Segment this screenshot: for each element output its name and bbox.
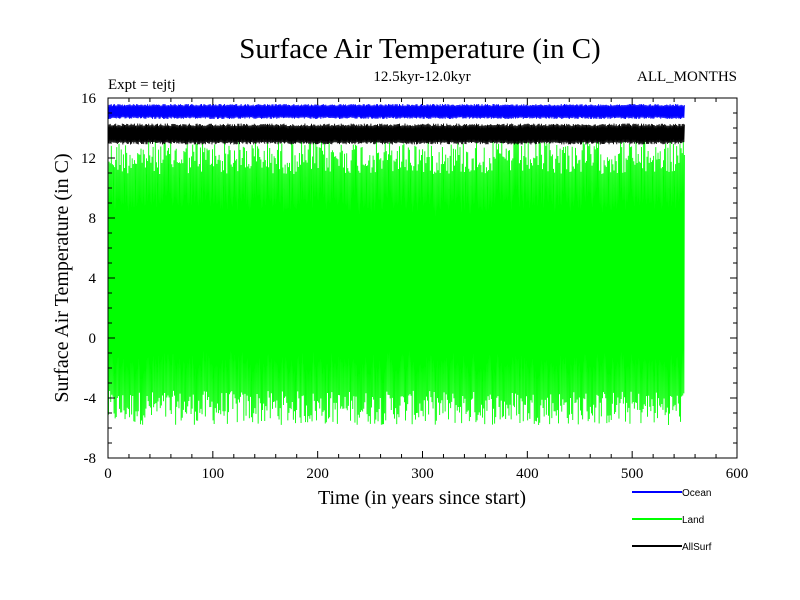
y-tick-label: 0	[89, 331, 97, 347]
series-ocean-line	[107, 103, 685, 120]
y-tick-label: -4	[84, 391, 97, 407]
legend: Ocean Land AllSurf	[632, 488, 712, 553]
x-tick-label: 300	[411, 466, 434, 482]
legend-label-land: Land	[682, 515, 704, 526]
chart-subtitle: 12.5kyr-12.0kyr	[373, 69, 470, 85]
plot-series	[107, 103, 685, 425]
y-tick-label: 12	[81, 151, 96, 167]
series-land-line	[107, 140, 685, 425]
x-tick-label: 200	[306, 466, 329, 482]
y-tick-label: -8	[84, 451, 97, 467]
x-tick-label: 100	[202, 466, 225, 482]
legend-label-ocean: Ocean	[682, 488, 711, 499]
y-tick-label: 16	[81, 91, 97, 107]
x-tick-label: 500	[621, 466, 644, 482]
axis-ticks: -8 -4 0 4 8 12 16 0 100 200 300 400 500 600	[81, 91, 748, 482]
y-axis-label: Surface Air Temperature (in C)	[51, 153, 73, 402]
x-tick-label: 600	[726, 466, 749, 482]
chart-title: Surface Air Temperature (in C)	[239, 33, 600, 65]
y-tick-label: 4	[89, 271, 97, 287]
period-label: ALL_MONTHS	[637, 69, 737, 85]
x-tick-label: 0	[104, 466, 112, 482]
legend-label-allsurf: AllSurf	[682, 542, 712, 553]
y-tick-label: 8	[89, 211, 97, 227]
x-axis-label: Time (in years since start)	[318, 487, 526, 509]
series-allsurf-line	[107, 123, 685, 145]
experiment-label: Expt = tejtj	[108, 77, 176, 93]
x-tick-label: 400	[516, 466, 539, 482]
